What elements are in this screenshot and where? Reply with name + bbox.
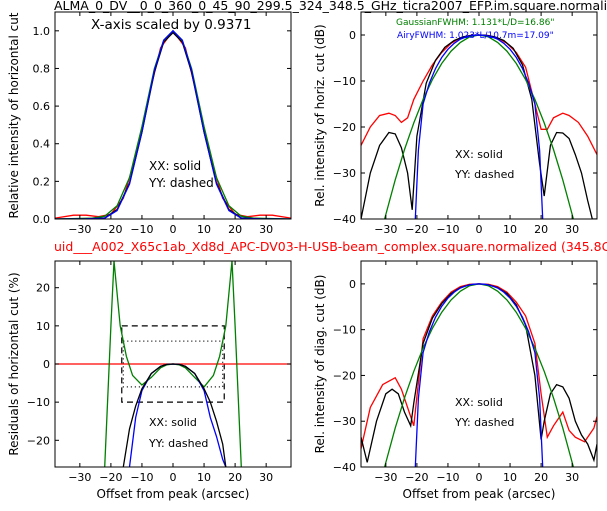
y-tick-label: −20 [333,121,356,134]
y-tick-label: 0 [349,29,356,42]
annotation-xx: XX: solid [149,159,201,173]
annotation-xx: XX: solid [455,396,503,409]
annotation-yy: YY: dashed [454,416,514,429]
chart-bl: −30 −20 −10 0 10 20 30 −20 −10 0 10 20 Residuals of … [7,260,292,501]
plot-area [55,29,291,219]
series-line-green [55,29,291,219]
annotation-yy: YY: dashed [148,176,214,190]
y-tick-label: 0.0 [33,213,51,226]
annotation-yy: YY: dashed [454,168,514,181]
y-tick-label: −20 [333,369,356,382]
chart-tr: −30 −20 −10 0 10 20 30 −40 −30 −20 −10 0 Rel. intens… [313,11,598,236]
y-tick-label: −40 [333,461,356,474]
y-axis-label: Residuals of horizontal cut (%) [7,272,21,455]
y-tick-label: 0.4 [33,138,51,151]
x-axis-label: Offset from peak (arcsec) [97,487,250,501]
y-tick-label: 0.8 [33,62,51,75]
series-line-black [55,31,291,219]
x-tick-label: −30 [374,223,397,236]
x-tick-label: 30 [565,223,579,236]
series-line-green [383,283,575,467]
x-tick-label: 10 [197,471,211,484]
series-line-blue [414,283,544,467]
y-tick-label: −30 [333,415,356,428]
x-tick-label: −30 [68,223,91,236]
x-tick-label: −20 [99,471,122,484]
series-line-red [55,29,291,219]
y-tick-label: −10 [27,396,50,409]
series-line-blue [55,29,291,219]
annotation-airy-fwhm: AiryFWHM: 1.023*L/10.7m=17.09" [397,31,554,41]
x-tick-label: −10 [130,471,153,484]
x-tick-label: 30 [565,471,579,484]
x-axis-label: Offset from peak (arcsec) [403,487,556,501]
y-tick-label: 0.6 [33,100,51,113]
x-tick-label: −30 [68,471,91,484]
x-tick-label: 10 [503,223,517,236]
x-tick-label: −10 [130,223,153,236]
annotation-xx: XX: solid [455,148,503,161]
y-tick-label: 0 [43,358,50,371]
chart-br: −30 −20 −10 0 10 20 30 −40 −30 −20 −10 0 Rel. intens… [313,260,598,501]
annotation-xx: XX: solid [149,416,197,429]
y-tick-label: 1.0 [33,25,51,38]
annotation-scale: X-axis scaled by 0.9371 [91,17,252,33]
x-tick-label: −20 [405,223,428,236]
x-tick-label: 20 [534,471,548,484]
x-tick-label: −20 [405,471,428,484]
x-tick-label: −30 [374,471,397,484]
annotation-gaussian-fwhm: GaussianFWHM: 1.131*L/D=16.86" [396,18,554,28]
x-tick-label: 20 [228,471,242,484]
axes-frame [360,11,598,220]
x-tick-label: 20 [534,223,548,236]
y-tick-label: −40 [333,213,356,226]
series-line-blue [414,34,544,219]
x-tick-label: 30 [259,471,273,484]
plot-area [361,283,597,467]
x-tick-label: 0 [170,471,177,484]
series-line-black [361,283,597,463]
series-line-black [361,34,597,219]
x-tick-label: 20 [228,223,242,236]
y-tick-label: 20 [36,282,50,295]
x-tick-label: 30 [259,223,273,236]
y-axis-label: Relative intensity of horizontal cut [7,12,21,218]
figure-title-top: ALMA_0_DV__0_0_360_0_45_90_299.5_324_348… [54,0,607,13]
figure-title-mid: uid___A002_X65c1ab_Xd8d_APC-DV03-H-USB-b… [54,239,607,254]
x-tick-label: −10 [436,223,459,236]
x-tick-label: 10 [197,223,211,236]
x-tick-label: 0 [476,471,483,484]
y-tick-label: −10 [333,324,356,337]
y-tick-label: −30 [333,167,356,180]
y-tick-label: 10 [36,320,50,333]
y-tick-label: 0.2 [33,175,51,188]
x-tick-label: 10 [503,471,517,484]
axes-frame [360,260,598,468]
x-tick-label: 0 [170,223,177,236]
x-tick-label: −20 [99,223,122,236]
y-axis-label: Rel. intensity of horiz. cut (dB) [313,24,327,206]
plot-area [55,261,291,467]
series-line-black [122,363,227,467]
plot-area [361,34,597,219]
y-tick-label: −20 [27,434,50,447]
x-tick-label: 0 [476,223,483,236]
y-axis-label: Rel. intensity of diag. cut (dB) [313,275,327,454]
annotation-yy: YY: dashed [148,437,208,450]
y-tick-label: 0 [349,278,356,291]
chart-tl: −30 −20 −10 0 10 20 30 0.0 0.2 0.4 0.6 0.8 1.0 Relati… [7,11,292,236]
y-tick-label: −10 [333,75,356,88]
x-tick-label: −10 [436,471,459,484]
